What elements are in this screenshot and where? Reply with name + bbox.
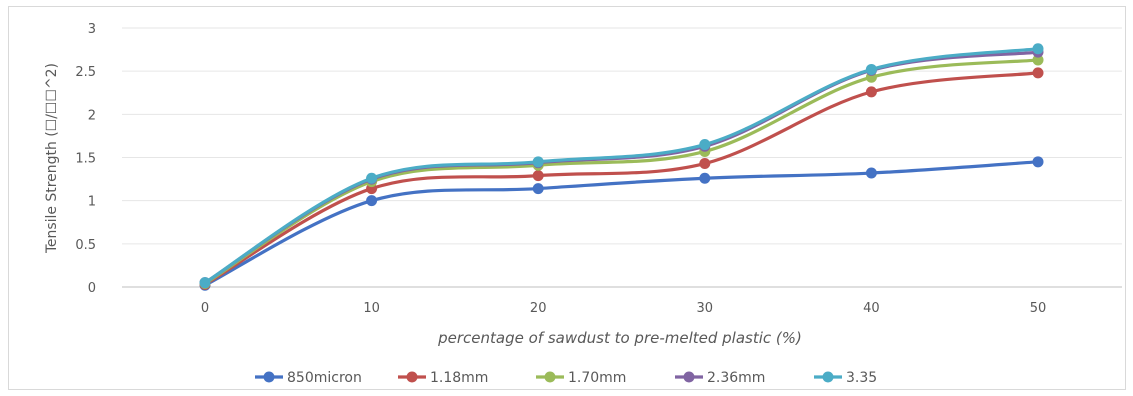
legend-marker — [822, 371, 834, 383]
legend-label: 1.70mm — [568, 370, 626, 386]
data-point-4-1 — [366, 172, 378, 184]
data-point-4-5 — [1032, 43, 1044, 55]
y-tick-label: 0.5 — [75, 238, 96, 253]
series-line-3 — [203, 50, 1040, 285]
y-tick-label: 3 — [88, 22, 96, 37]
data-point-1-2 — [532, 170, 544, 182]
series-line-4 — [203, 47, 1040, 285]
legend-label: 3.35 — [846, 370, 877, 386]
x-tick-label: 10 — [363, 301, 380, 316]
x-tick-label: 50 — [1030, 301, 1047, 316]
y-tick-label: 1.5 — [75, 152, 96, 167]
data-point-4-3 — [699, 139, 711, 151]
legend-label: 2.36mm — [707, 370, 765, 386]
data-point-4-2 — [532, 156, 544, 168]
data-point-2-5 — [1032, 54, 1044, 66]
legend-label: 850micron — [287, 370, 362, 386]
data-point-0-4 — [865, 167, 877, 179]
y-tick-label: 2 — [88, 108, 96, 123]
legend-marker — [544, 371, 556, 383]
legend-marker — [263, 371, 275, 383]
y-axis-title: Tensile Strength (☐/☐☐^2) — [44, 63, 60, 254]
y-tick-label: 0 — [88, 281, 96, 296]
legend-marker — [406, 371, 418, 383]
y-tick-label: 2.5 — [75, 65, 96, 80]
data-point-0-2 — [532, 183, 544, 195]
y-tick-label: 1 — [88, 195, 96, 210]
series-line-1 — [203, 71, 1040, 287]
data-point-1-4 — [865, 86, 877, 98]
x-tick-label: 0 — [201, 301, 209, 316]
data-point-4-4 — [865, 63, 877, 75]
data-point-0-1 — [366, 195, 378, 207]
chart-frame — [8, 6, 1126, 390]
x-tick-label: 40 — [863, 301, 880, 316]
data-point-4-0 — [199, 277, 211, 289]
legend-marker — [683, 371, 695, 383]
data-point-0-3 — [699, 172, 711, 184]
series-line-0 — [203, 160, 1040, 287]
legend-label: 1.18mm — [430, 370, 488, 386]
x-tick-label: 20 — [530, 301, 547, 316]
data-point-1-5 — [1032, 67, 1044, 79]
x-tick-label: 30 — [697, 301, 714, 316]
data-point-0-5 — [1032, 156, 1044, 168]
data-point-1-3 — [699, 158, 711, 170]
x-axis-title: percentage of sawdust to pre-melted plas… — [437, 329, 802, 347]
series-line-2 — [203, 58, 1040, 286]
